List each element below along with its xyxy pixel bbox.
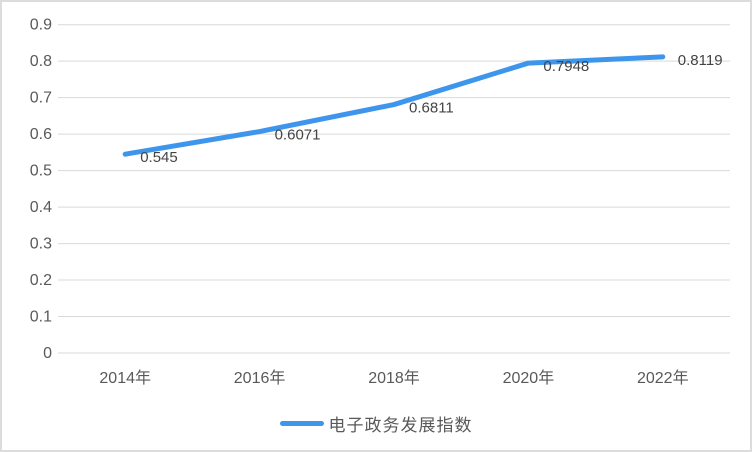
data-label: 0.7948 xyxy=(543,58,589,75)
data-label: 0.545 xyxy=(140,149,178,166)
y-tick-label: 0.1 xyxy=(30,309,52,326)
x-tick-label: 2016年 xyxy=(234,369,286,387)
y-tick-label: 0.4 xyxy=(30,199,52,216)
y-tick-label: 0.6 xyxy=(30,126,52,143)
series-line xyxy=(122,54,666,157)
x-tick-label: 2018年 xyxy=(368,369,420,387)
x-tick-label: 2020年 xyxy=(503,369,555,387)
data-label: 0.8119 xyxy=(678,52,723,69)
y-tick-label: 0.3 xyxy=(30,236,52,253)
x-tick-label: 2014年 xyxy=(99,369,151,387)
data-label: 0.6811 xyxy=(409,100,454,117)
y-tick-label: 0.9 xyxy=(30,17,52,34)
y-tick-label: 0.5 xyxy=(30,163,52,180)
chart-legend: 电子政务发展指数 xyxy=(2,408,750,438)
y-tick-label: 0 xyxy=(43,345,52,362)
y-tick-label: 0.2 xyxy=(30,272,52,289)
legend-series-label: 电子政务发展指数 xyxy=(328,415,473,435)
x-tick-label: 2022年 xyxy=(637,369,689,387)
legend-line-swatch xyxy=(279,420,324,426)
data-label: 0.6071 xyxy=(275,127,321,144)
y-tick-label: 0.7 xyxy=(30,90,52,107)
y-tick-label: 0.8 xyxy=(30,53,52,70)
